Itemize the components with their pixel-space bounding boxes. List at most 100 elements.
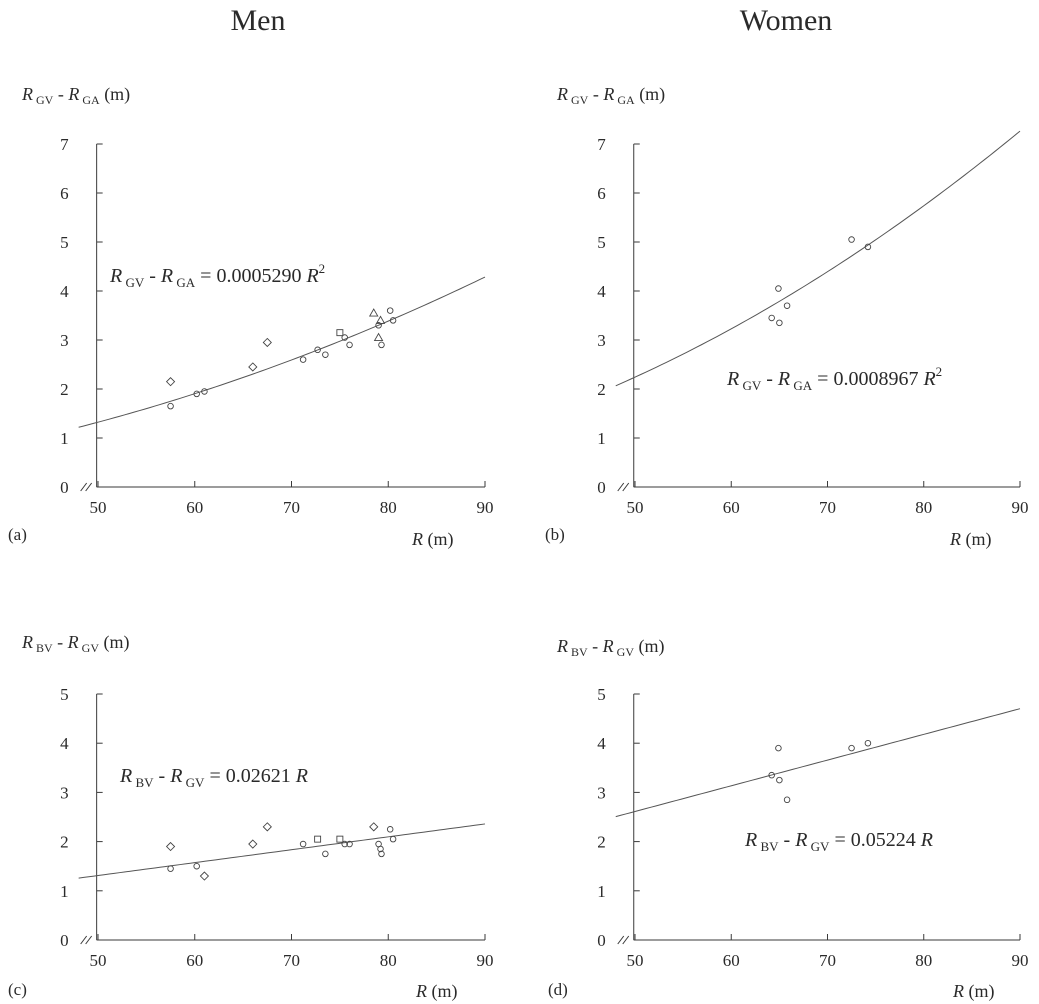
x-label-symbol: R (949, 529, 961, 549)
data-point (193, 862, 200, 870)
x-tick-label: 90 (477, 951, 494, 970)
panel-label: (a) (8, 525, 27, 544)
data-point (201, 388, 208, 395)
equation-subscript: GV (807, 839, 830, 854)
equation-symbol: R (726, 368, 739, 390)
panel-label: (b) (545, 525, 565, 544)
x-tick-label: 50 (90, 498, 107, 517)
equation-minus: - (154, 765, 171, 787)
panel-label: (d) (548, 980, 568, 999)
y-label-subscript: GV (614, 645, 635, 659)
data-point (336, 329, 344, 337)
fit-equation: R GV - R GA = 0.0005290 R2 (109, 261, 325, 290)
y-label-subscript: GV (79, 641, 100, 655)
x-label-unit: (m) (423, 529, 454, 550)
axis-break-mark (622, 482, 630, 492)
data-point (336, 835, 344, 843)
y-tick-label: 3 (597, 783, 606, 802)
x-label-symbol: R (415, 981, 427, 1001)
data-point (378, 341, 385, 349)
equation-symbol: R (794, 829, 807, 851)
y-label-minus: - (588, 636, 603, 656)
y-label-subscript: BV (33, 641, 53, 655)
equation-symbol: R (169, 765, 182, 787)
x-tick-label: 70 (819, 498, 836, 517)
y-label-symbol: R (21, 632, 33, 652)
x-tick-label: 60 (723, 951, 740, 970)
y-label-subscript: BV (568, 645, 588, 659)
x-label-symbol: R (952, 981, 964, 1001)
equation-coefficient: = 0.0008967 (812, 368, 923, 390)
data-point (262, 822, 272, 832)
data-point (386, 307, 394, 314)
data-point (864, 739, 872, 747)
equation-symbol: R (160, 265, 173, 287)
data-point (848, 236, 855, 243)
y-tick-label: 5 (597, 233, 606, 252)
y-label-subscript: GA (79, 93, 100, 107)
data-point (386, 826, 394, 833)
data-point (378, 850, 385, 858)
fit-curve (615, 708, 1021, 818)
data-point (248, 839, 258, 849)
x-tick-label: 70 (283, 498, 300, 517)
data-point (314, 346, 321, 354)
y-axis-label: R GV - R GA (m) (556, 84, 665, 107)
data-point (848, 744, 855, 752)
data-point (299, 840, 307, 848)
fit-curve (78, 823, 486, 879)
fit-curve (78, 276, 486, 428)
equation-subscript: GA (173, 275, 196, 290)
y-tick-label: 4 (597, 282, 606, 301)
equation-symbol: R (744, 829, 757, 851)
data-point (864, 243, 872, 251)
x-tick-label: 70 (819, 951, 836, 970)
equation-symbol: R (119, 765, 132, 787)
data-point (167, 402, 174, 410)
data-point (783, 302, 791, 309)
y-tick-label: 5 (60, 685, 69, 704)
y-label-symbol: R (21, 84, 33, 104)
y-label-unit: (m) (100, 84, 131, 105)
equation-exponent: 2 (936, 364, 943, 379)
data-point (783, 796, 791, 804)
fit-equation: R BV - R GV = 0.05224 R (744, 829, 933, 854)
x-axis-label: R (m) (415, 981, 458, 1002)
y-label-minus: - (588, 84, 603, 104)
y-tick-label: 4 (60, 734, 69, 753)
data-point (165, 377, 176, 387)
y-axis-label: R BV - R GV (m) (21, 632, 130, 655)
y-tick-label: 0 (60, 931, 69, 950)
x-tick-label: 70 (283, 951, 300, 970)
data-point (377, 845, 384, 853)
data-point (314, 835, 322, 843)
equation-symbol: R (109, 265, 122, 287)
y-label-unit: (m) (99, 632, 130, 653)
data-point (346, 840, 353, 848)
data-point (248, 362, 258, 372)
data-point (768, 771, 775, 779)
y-label-subscript: GV (33, 93, 54, 107)
equation-subscript: GV (739, 378, 762, 393)
data-point (775, 744, 782, 752)
y-label-unit: (m) (635, 84, 666, 105)
y-tick-label: 0 (597, 478, 606, 497)
x-tick-label: 80 (915, 498, 932, 517)
y-tick-label: 3 (597, 331, 606, 350)
equation-coefficient: = 0.05224 (829, 829, 920, 851)
data-point (368, 308, 379, 317)
data-point (199, 871, 210, 881)
y-label-symbol: R (602, 84, 614, 104)
data-point (341, 840, 348, 848)
x-tick-label: 50 (90, 951, 107, 970)
fit-equation: R BV - R GV = 0.02621 R (119, 765, 308, 790)
y-tick-label: 6 (597, 184, 606, 203)
y-tick-label: 0 (597, 931, 606, 950)
y-tick-label: 6 (60, 184, 69, 203)
x-label-symbol: R (411, 529, 423, 549)
x-tick-label: 90 (1012, 951, 1029, 970)
data-point (167, 865, 174, 872)
axis-break-mark (80, 935, 88, 945)
